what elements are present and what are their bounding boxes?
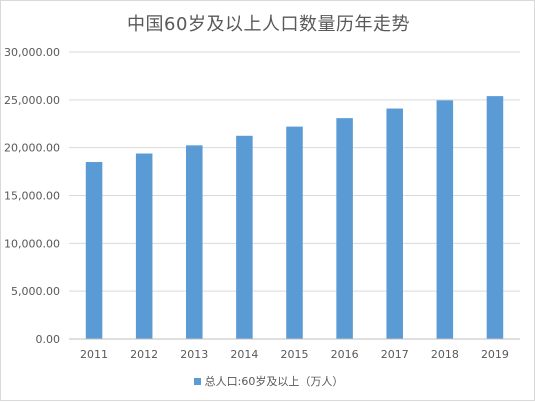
bar-2013: [186, 145, 203, 339]
x-tick-label: 2013: [180, 348, 208, 361]
legend-label: 总人口:60岁及以上（万人）: [204, 375, 344, 388]
y-tick-label: 0.00: [36, 333, 61, 346]
x-tick-label: 2019: [481, 348, 509, 361]
x-tick-label: 2012: [130, 348, 158, 361]
legend: 总人口:60岁及以上（万人）: [1, 373, 535, 389]
legend-swatch: [193, 378, 201, 385]
bars: [85, 96, 504, 340]
bar-2011: [85, 162, 103, 339]
bar-2012: [135, 153, 153, 339]
y-tick-label: 15,000.00: [4, 190, 60, 203]
bar-2017: [386, 108, 403, 339]
x-axis-tick-labels: 2011 2012 2013 2014 2015 2016 2017 2018 2019: [80, 348, 509, 361]
x-tick-label: 2011: [80, 348, 108, 361]
x-tick-label: 2018: [431, 348, 459, 361]
x-tick-label: 2017: [381, 348, 409, 361]
x-tick-label: 2015: [281, 348, 309, 361]
y-axis-tick-labels: 0.00 5,000.00 10,000.00 15,000.00 20,000.00 2…: [4, 46, 60, 346]
y-tick-label: 20,000.00: [4, 142, 60, 155]
y-tick-label: 25,000.00: [4, 94, 60, 107]
y-tick-label: 30,000.00: [4, 46, 60, 59]
x-tick-label: 2016: [331, 348, 359, 361]
x-tick-label: 2014: [230, 348, 258, 361]
bar-2019: [486, 96, 504, 340]
bar-2015: [286, 126, 303, 340]
bar-2014: [236, 135, 253, 339]
bar-2016: [336, 118, 353, 339]
y-tick-label: 5,000.00: [11, 285, 60, 298]
bar-2018: [436, 100, 454, 340]
chart-title: 中国60岁及以上人口数量历年走势: [127, 14, 410, 35]
y-tick-label: 10,000.00: [4, 237, 60, 250]
